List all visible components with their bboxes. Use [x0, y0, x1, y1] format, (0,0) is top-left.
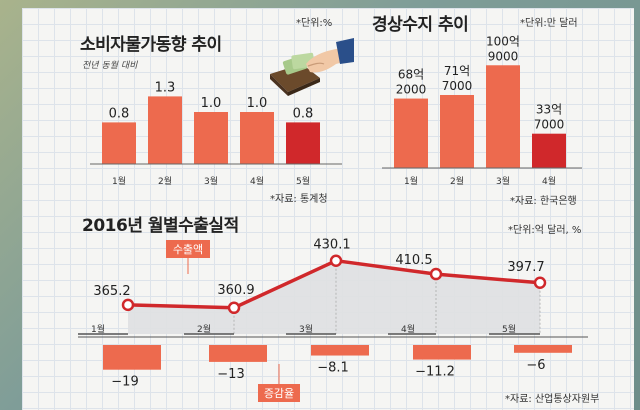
ca-value-label-line1: 68억 [398, 68, 424, 82]
export-value-label: 360.9 [217, 283, 254, 298]
cpi-bar-5 [286, 122, 320, 164]
export-point-2 [227, 301, 241, 315]
export-value-label: 430.1 [313, 238, 350, 253]
ca-value-label-line1: 71억 [444, 64, 470, 78]
export-point-1 [121, 298, 135, 312]
growth-rate-bar-5 [514, 345, 572, 353]
ca-month-label: 1월 [404, 175, 418, 187]
growth-rate-label: −13 [217, 367, 244, 382]
ca-value-label-line1: 100억 [486, 34, 520, 48]
ca-bar-2 [440, 94, 474, 168]
cpi-bar-3 [194, 112, 228, 164]
export-month-label: 4월 [401, 323, 415, 335]
ca-month-label: 3월 [496, 175, 510, 187]
cpi-value-label: 1.3 [155, 80, 176, 95]
ca-bar-3 [486, 65, 520, 168]
cpi-value-label: 0.8 [109, 106, 130, 121]
ca-value-label-line2: 7000 [534, 118, 565, 132]
cpi-title: 소비자물가동향 추이 [80, 35, 222, 55]
ca-value-label-line2: 2000 [396, 83, 427, 97]
series-tag-growth-label: 증감율 [264, 387, 294, 400]
cpi-bar-chart: 0.8 1월 1.3 2월 1.0 3월 1.0 4월 0.8 5월 [90, 80, 342, 187]
export-point-5 [533, 276, 547, 290]
cpi-value-label: 1.0 [201, 96, 222, 111]
growth-rate-bar-1 [103, 345, 161, 370]
export-area-fill [128, 260, 540, 334]
export-value-label: 365.2 [93, 284, 130, 299]
cpi-value-label: 1.0 [247, 96, 268, 111]
export-month-label: 5월 [502, 323, 516, 335]
growth-rate-label: −6 [526, 358, 545, 373]
ca-value-label-line2: 7000 [442, 79, 473, 93]
cpi-bar-2 [148, 96, 182, 164]
cpi-subtitle: 전년 동월 대비 [82, 61, 138, 71]
ca-bar-4 [532, 133, 566, 168]
ca-unit: *단위:만 달러 [520, 18, 578, 29]
ca-month-label: 2월 [450, 175, 464, 187]
growth-rate-label: −19 [111, 375, 138, 390]
export-chart: 1월 2월 3월 4월 5월 −19 −13 −8.1 −11.2 −6 365.2 360.9 430… [78, 238, 588, 402]
cpi-month-label: 1월 [112, 175, 126, 187]
cpi-bar-4 [240, 112, 274, 164]
export-month-label: 3월 [299, 323, 313, 335]
ca-value-label-line2: 9000 [488, 49, 519, 63]
export-value-label: 410.5 [395, 253, 432, 268]
cpi-month-label: 3월 [204, 175, 218, 187]
export-point-3 [329, 254, 343, 267]
growth-rate-label: −11.2 [415, 365, 455, 380]
export-title: 2016년 월별수출실적 [82, 216, 239, 236]
ca-value-label-line1: 33억 [536, 103, 562, 117]
export-unit: *단위:억 달러, % [508, 225, 582, 236]
ca-title: 경상수지 추이 [372, 15, 469, 35]
cpi-month-label: 4월 [250, 175, 264, 187]
export-month-label: 1월 [91, 323, 105, 335]
ca-source: *자료: 한국은행 [510, 196, 577, 207]
cpi-month-label: 2월 [158, 175, 172, 187]
growth-rate-bar-4 [413, 345, 471, 360]
infographic-paper [22, 8, 634, 410]
export-month-label: 2월 [197, 323, 211, 335]
series-tag-growth [258, 384, 300, 402]
export-value-label: 397.7 [507, 260, 544, 275]
ca-bar-1 [394, 98, 428, 168]
ca-month-label: 4월 [542, 175, 556, 187]
series-tag-exports-label: 수출액 [173, 243, 203, 256]
wallet-illustration [270, 38, 354, 96]
export-source: *자료: 산업통상자원부 [505, 394, 600, 405]
export-point-4 [429, 267, 443, 281]
cpi-month-label: 5월 [296, 175, 310, 187]
growth-rate-bar-2 [209, 345, 267, 362]
cpi-source: *자료: 통계청 [270, 194, 328, 205]
series-tag-exports [166, 240, 210, 258]
growth-rate-bar-3 [311, 345, 369, 356]
cpi-unit: *단위:% [296, 18, 333, 29]
cpi-value-label: 0.8 [293, 106, 314, 121]
growth-rate-label: −8.1 [317, 361, 349, 376]
cpi-bar-1 [102, 122, 136, 164]
